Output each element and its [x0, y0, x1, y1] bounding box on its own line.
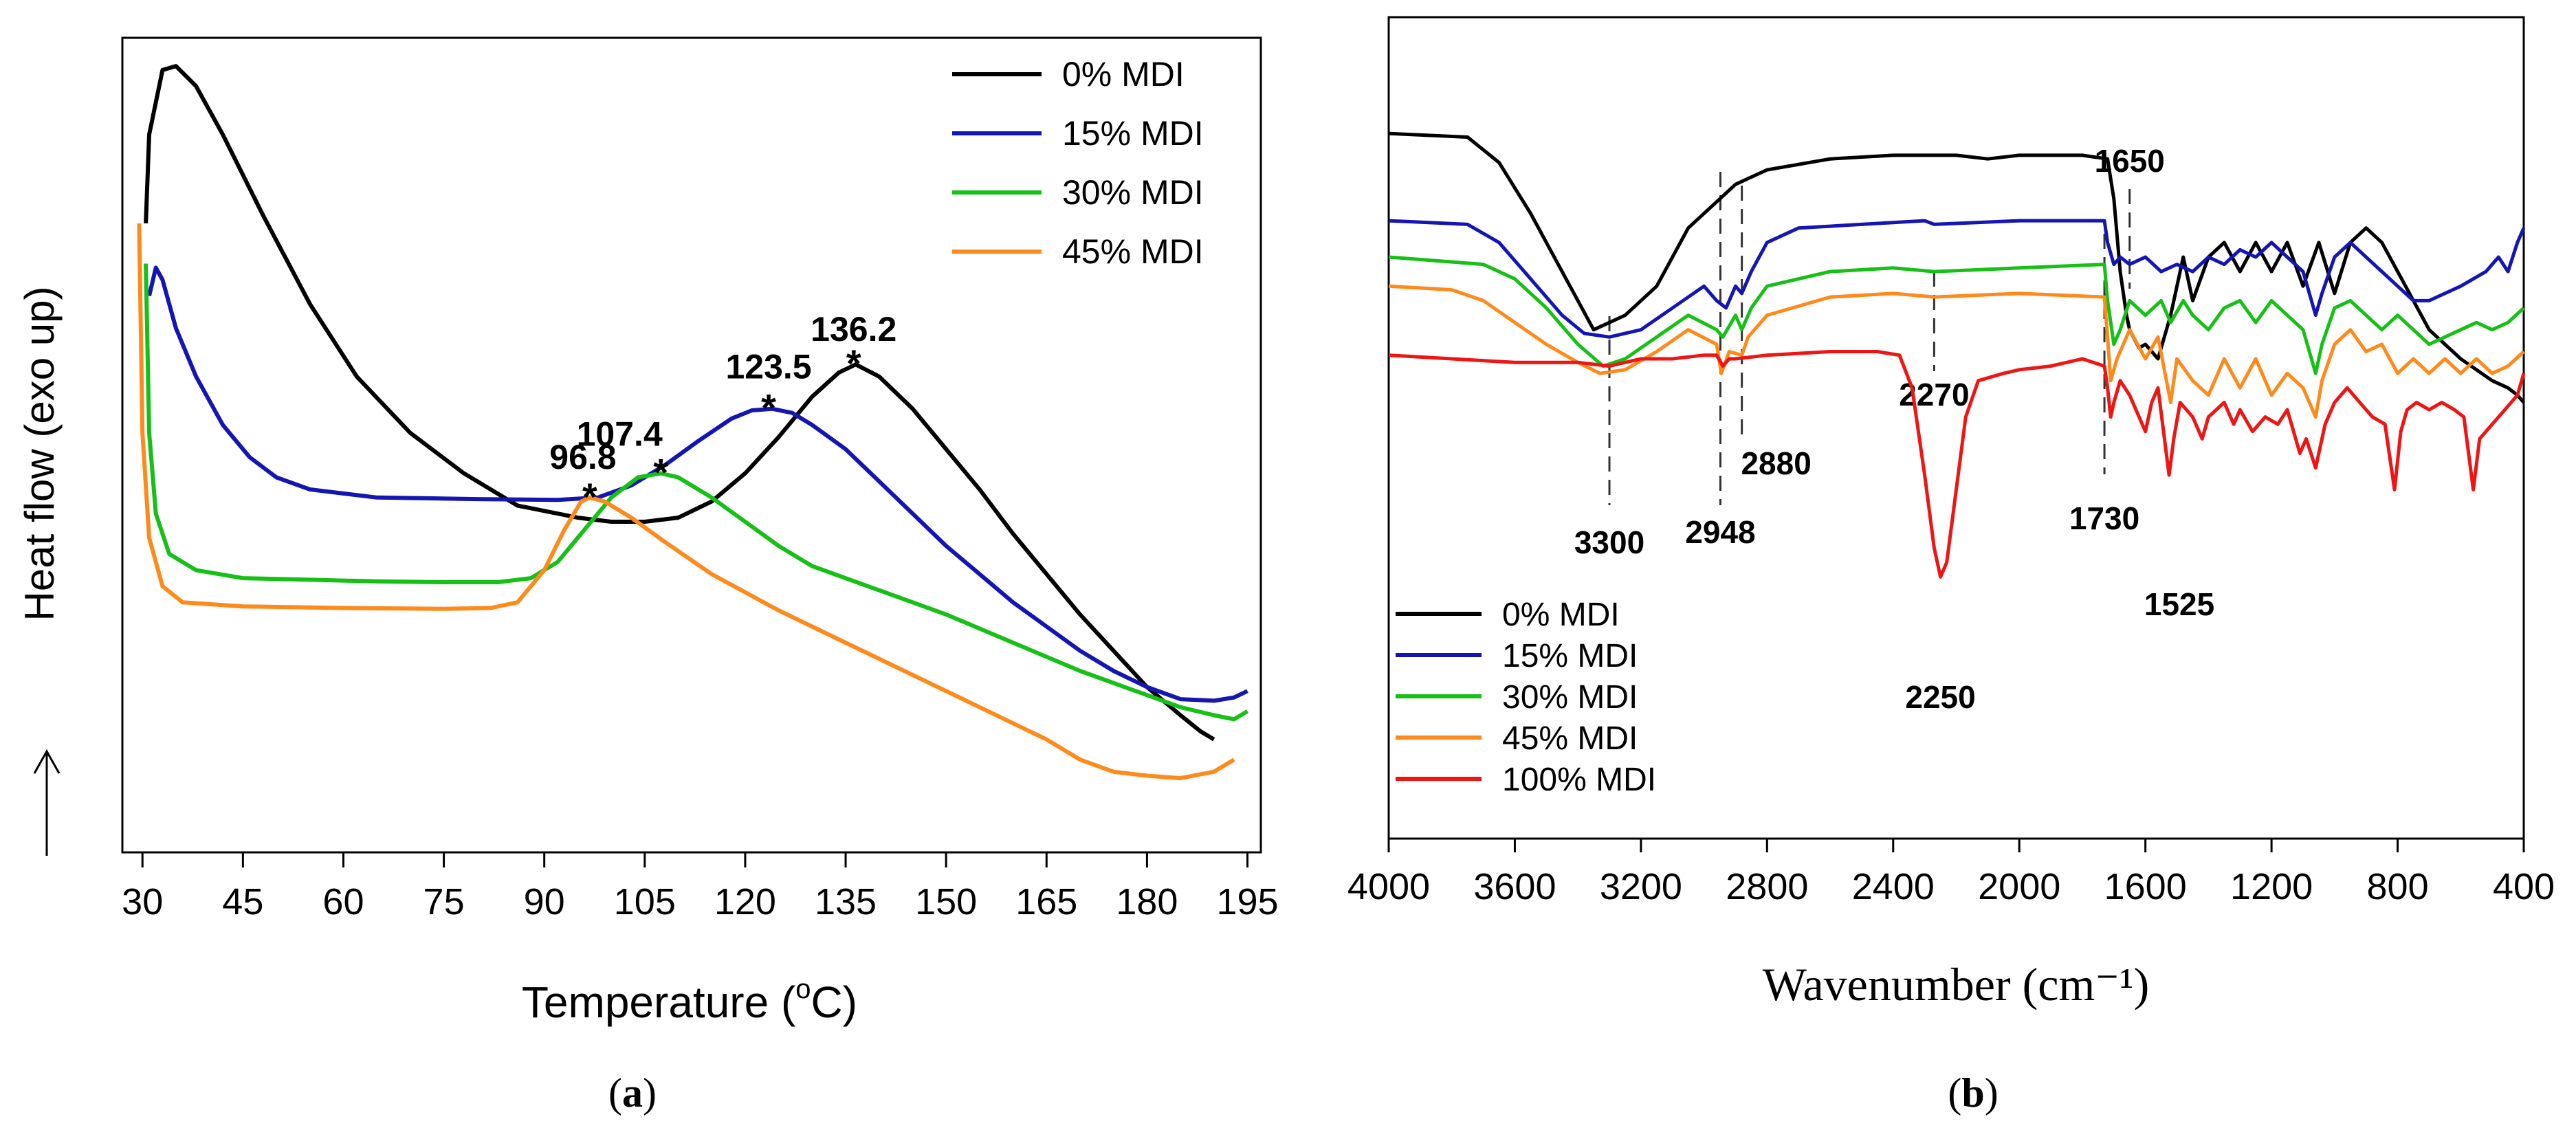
a-legend-label-45-mdi: 45% MDI — [1062, 232, 1204, 271]
panel-b-xlabel: Wavenumber (cm⁻¹) — [1763, 958, 2149, 1010]
b-legend-label-15-mdi: 15% MDI — [1502, 638, 1638, 674]
a-xtick-label-90: 90 — [524, 881, 565, 922]
a-series-line-0-mdi — [144, 64, 1215, 742]
a-peak-marker-96-8: * — [582, 475, 597, 518]
a-xtick-label-60: 60 — [322, 881, 364, 922]
panel-b-label: (b) — [1948, 1070, 1998, 1116]
exo-up-arrow — [33, 749, 60, 856]
a-legend-label-0-mdi: 0% MDI — [1062, 55, 1185, 93]
panel-a-x-ticks: 30 45 60 75 90 105 120 135 150 165 180 195 — [122, 852, 1279, 922]
panel-a-frame — [121, 36, 1262, 854]
b-xtick-label-3600: 3600 — [1473, 866, 1556, 907]
b-series-line-15-mdi — [1388, 219, 2526, 339]
b-xtick-label-400: 400 — [2493, 866, 2555, 907]
a-series-line-30-mdi — [144, 263, 1249, 722]
b-xtick-label-4000: 4000 — [1347, 866, 1430, 907]
b-legend-label-0-mdi: 0% MDI — [1502, 597, 1620, 633]
b-series-line-45-mdi — [1388, 284, 2525, 419]
panel-b-legend: 0% MDI 15% MDI 30% MDI 45% MDI 100% MDI — [1396, 597, 1656, 798]
b-peak-label-3300: 3300 — [1574, 524, 1644, 560]
a-xtick-label-135: 135 — [815, 881, 877, 922]
b-series-line-30-mdi — [1388, 255, 2525, 375]
b-series-line-0-mdi — [1388, 131, 2525, 404]
a-xtick-label-165: 165 — [1015, 881, 1077, 922]
panel-a-legend: 0% MDI 15% MDI 30% MDI 45% MDI — [952, 55, 1204, 271]
a-peak-marker-123-5: * — [761, 386, 776, 430]
b-peak-label-2948: 2948 — [1685, 514, 1755, 550]
panel-b-frame — [1387, 16, 2525, 840]
a-peak-label-96-8: 96.8 — [549, 438, 616, 476]
panel-b: 4000 3600 3200 2800 2400 2000 1600 1200 800 400 1… — [1347, 16, 2555, 1116]
a-series-line-45-mdi — [137, 223, 1235, 781]
a-xtick-label-105: 105 — [614, 881, 676, 922]
b-xtick-label-2400: 2400 — [1852, 866, 1935, 907]
b-peak-label-1525: 1525 — [2144, 586, 2214, 622]
b-peak-label-2880: 2880 — [1741, 445, 1811, 481]
panel-a-ylabel: Heat flow (exo up) — [16, 287, 63, 621]
b-series-line-100-mdi — [1388, 350, 2526, 579]
a-xtick-label-75: 75 — [423, 881, 465, 922]
b-legend-label-45-mdi: 45% MDI — [1502, 720, 1638, 757]
b-xtick-label-1200: 1200 — [2230, 866, 2313, 907]
panel-a: 30 45 60 75 90 105 120 135 150 165 180 195 *136.2*1… — [16, 36, 1279, 1116]
panel-a-series — [137, 64, 1249, 781]
a-peak-label-136-2: 136.2 — [811, 310, 896, 349]
a-peak-label-107-4: 107.4 — [577, 415, 663, 454]
a-xtick-label-45: 45 — [222, 881, 263, 922]
b-xtick-label-3200: 3200 — [1600, 866, 1682, 907]
b-peak-label-2250: 2250 — [1905, 679, 1975, 715]
a-xtick-label-120: 120 — [714, 881, 776, 922]
a-series-line-15-mdi — [147, 265, 1248, 703]
a-xtick-label-150: 150 — [915, 881, 977, 922]
b-xtick-label-1600: 1600 — [2104, 866, 2187, 907]
a-peak-marker-136-2: * — [846, 342, 861, 385]
panel-a-annotations: *136.2*123.5*107.4*96.8 — [549, 310, 896, 518]
b-legend-label-30-mdi: 30% MDI — [1502, 679, 1638, 716]
a-xtick-label-180: 180 — [1116, 881, 1178, 922]
a-peak-label-123-5: 123.5 — [725, 348, 811, 386]
b-xtick-label-2000: 2000 — [1978, 866, 2060, 907]
a-xtick-label-30: 30 — [122, 881, 163, 922]
b-xtick-label-800: 800 — [2367, 866, 2429, 907]
panel-a-xlabel: Temperature (oC) — [522, 974, 857, 1027]
b-xtick-label-2800: 2800 — [1726, 866, 1808, 907]
a-legend-label-30-mdi: 30% MDI — [1062, 173, 1204, 212]
b-legend-label-100-mdi: 100% MDI — [1502, 762, 1656, 798]
panel-b-series — [1388, 131, 2526, 579]
a-peak-marker-107-4: * — [653, 451, 668, 494]
panel-a-label: (a) — [608, 1070, 657, 1116]
b-peak-label-1650: 1650 — [2095, 143, 2165, 179]
a-legend-label-15-mdi: 15% MDI — [1062, 114, 1204, 153]
a-xtick-label-195: 195 — [1216, 881, 1278, 922]
b-peak-label-1730: 1730 — [2069, 500, 2139, 536]
panel-b-x-ticks: 4000 3600 3200 2800 2400 2000 1600 1200 800 400 — [1347, 839, 2555, 907]
